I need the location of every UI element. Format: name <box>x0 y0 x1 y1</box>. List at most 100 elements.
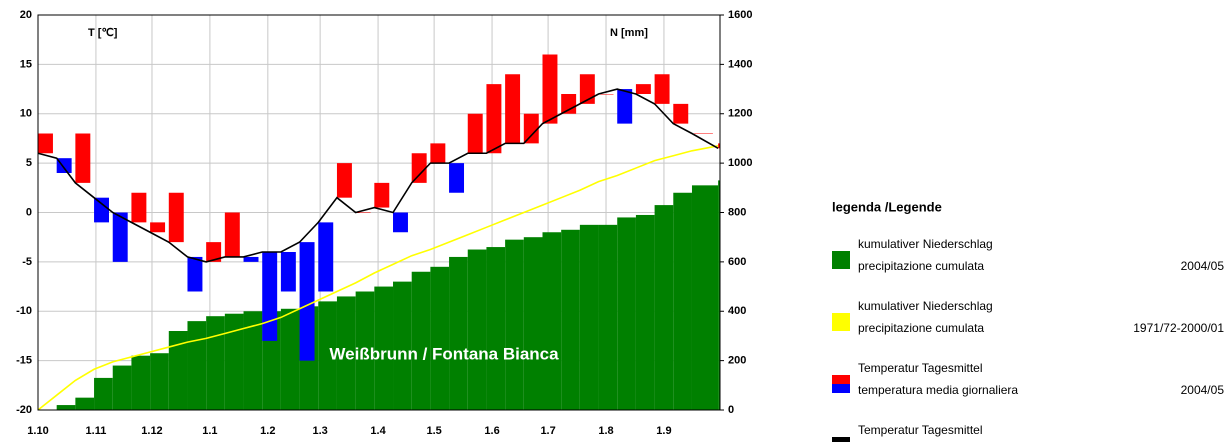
precip-bar <box>691 185 719 410</box>
legend-swatch <box>832 375 850 384</box>
annotation: N [mm] <box>610 27 648 39</box>
temp-bar <box>280 252 296 292</box>
precip-bar <box>112 365 132 410</box>
y-tick-label: 5 <box>26 157 32 169</box>
legend-swatch <box>832 251 850 269</box>
temp-bar <box>299 242 315 361</box>
x-tick-label: 1.5 <box>426 425 441 437</box>
y2-tick-label: 1400 <box>728 58 752 70</box>
temp-bar <box>579 74 595 104</box>
precip-bar <box>243 311 263 410</box>
temp-bar <box>355 212 371 213</box>
x-tick-label: 1.6 <box>484 425 499 437</box>
legend-title: legenda /Legende <box>832 199 942 214</box>
legend-period: 2004/05 <box>1181 383 1225 397</box>
temp-bar <box>542 54 558 124</box>
y2-tick-label: 0 <box>728 404 734 416</box>
temp-bar <box>336 163 352 198</box>
legend-label: precipitazione cumulata <box>858 321 984 335</box>
precip-bar <box>523 237 543 410</box>
precip-bar <box>505 239 524 410</box>
precip-bar <box>635 214 655 410</box>
precip-bar <box>467 249 487 410</box>
y-tick-label: 15 <box>20 58 32 70</box>
precip-bar <box>561 229 580 410</box>
precip-bar <box>486 247 506 410</box>
y2-tick-label: 200 <box>728 355 746 367</box>
temp-bar <box>243 256 259 262</box>
precip-bar <box>56 405 76 410</box>
temp-bar <box>411 153 427 183</box>
temp-bar <box>262 252 278 341</box>
precip-bar <box>654 205 674 410</box>
precip-bar <box>131 355 151 410</box>
temp-bar <box>168 192 184 243</box>
legend-label: temperatura media giornaliera <box>858 383 1018 397</box>
line <box>37 145 719 411</box>
temp-bar <box>467 113 483 154</box>
precip-bar <box>579 224 599 410</box>
temp-bar <box>505 74 521 144</box>
y2-tick-label: 400 <box>728 305 746 317</box>
line <box>37 88 719 263</box>
precip-bar <box>336 296 356 410</box>
y2-tick-label: 1600 <box>728 9 752 21</box>
precip-bar <box>617 217 636 410</box>
temp-bar <box>654 74 670 104</box>
y-tick-label: -15 <box>16 355 32 367</box>
temp-bar <box>374 182 390 208</box>
legend-label: Temperatur Tagesmittel <box>858 423 983 437</box>
precip-bar <box>430 266 450 410</box>
precip-bar <box>673 192 692 410</box>
temp-bar <box>94 197 110 223</box>
x-tick-label: 1.12 <box>141 425 162 437</box>
temp-bar <box>523 113 539 144</box>
y-tick-label: -5 <box>22 256 32 268</box>
temp-bar <box>617 89 633 124</box>
temp-bar <box>393 212 408 233</box>
y2-tick-label: 1200 <box>728 108 752 120</box>
temp-bar <box>486 84 502 154</box>
y-tick-label: -20 <box>16 404 32 416</box>
precip-bar <box>206 316 225 410</box>
x-tick-label: 1.2 <box>260 425 275 437</box>
x-tick-label: 1.10 <box>27 425 48 437</box>
x-tick-label: 1.9 <box>656 425 671 437</box>
y-tick-label: -10 <box>16 305 32 317</box>
precip-bar <box>75 397 95 410</box>
x-tick-label: 1.11 <box>86 425 107 437</box>
x-tick-label: 1.1 <box>202 425 217 437</box>
precip-bar <box>718 180 720 410</box>
y2-tick-label: 1000 <box>728 157 752 169</box>
temp-bar <box>673 103 689 124</box>
precip-bar <box>542 232 562 410</box>
temp-bar <box>38 133 53 154</box>
legend-swatch <box>832 313 850 331</box>
temp-bar <box>635 84 651 94</box>
legend-label: kumulativer Niederschlag <box>858 299 993 313</box>
x-tick-label: 1.8 <box>598 425 613 437</box>
legend-label: Temperatur Tagesmittel <box>858 361 983 375</box>
y-tick-label: 10 <box>20 108 32 120</box>
temp-bar <box>598 94 614 95</box>
precip-bar <box>187 321 207 410</box>
annotation: Weißbrunn / Fontana Bianca <box>329 344 559 363</box>
temp-bar <box>112 212 128 262</box>
precip-bar <box>224 313 244 410</box>
temp-bar <box>150 222 166 233</box>
temp-bar <box>718 143 720 149</box>
y2-tick-label: 800 <box>728 206 746 218</box>
plot-frame <box>37 14 721 411</box>
temp-bar <box>187 256 203 292</box>
x-tick-label: 1.7 <box>540 425 555 437</box>
annotation: T [℃] <box>88 27 118 39</box>
precip-bar <box>374 286 394 410</box>
precip-bar <box>168 331 188 410</box>
legend-label: kumulativer Niederschlag <box>858 237 993 251</box>
temp-bar <box>691 133 713 134</box>
legend-period: 1971/72-2000/01 <box>1133 321 1224 335</box>
legend-label: precipitazione cumulata <box>858 259 984 273</box>
temp-bar <box>131 192 147 223</box>
legend-swatch <box>832 384 850 393</box>
x-tick-label: 1.4 <box>370 425 386 437</box>
